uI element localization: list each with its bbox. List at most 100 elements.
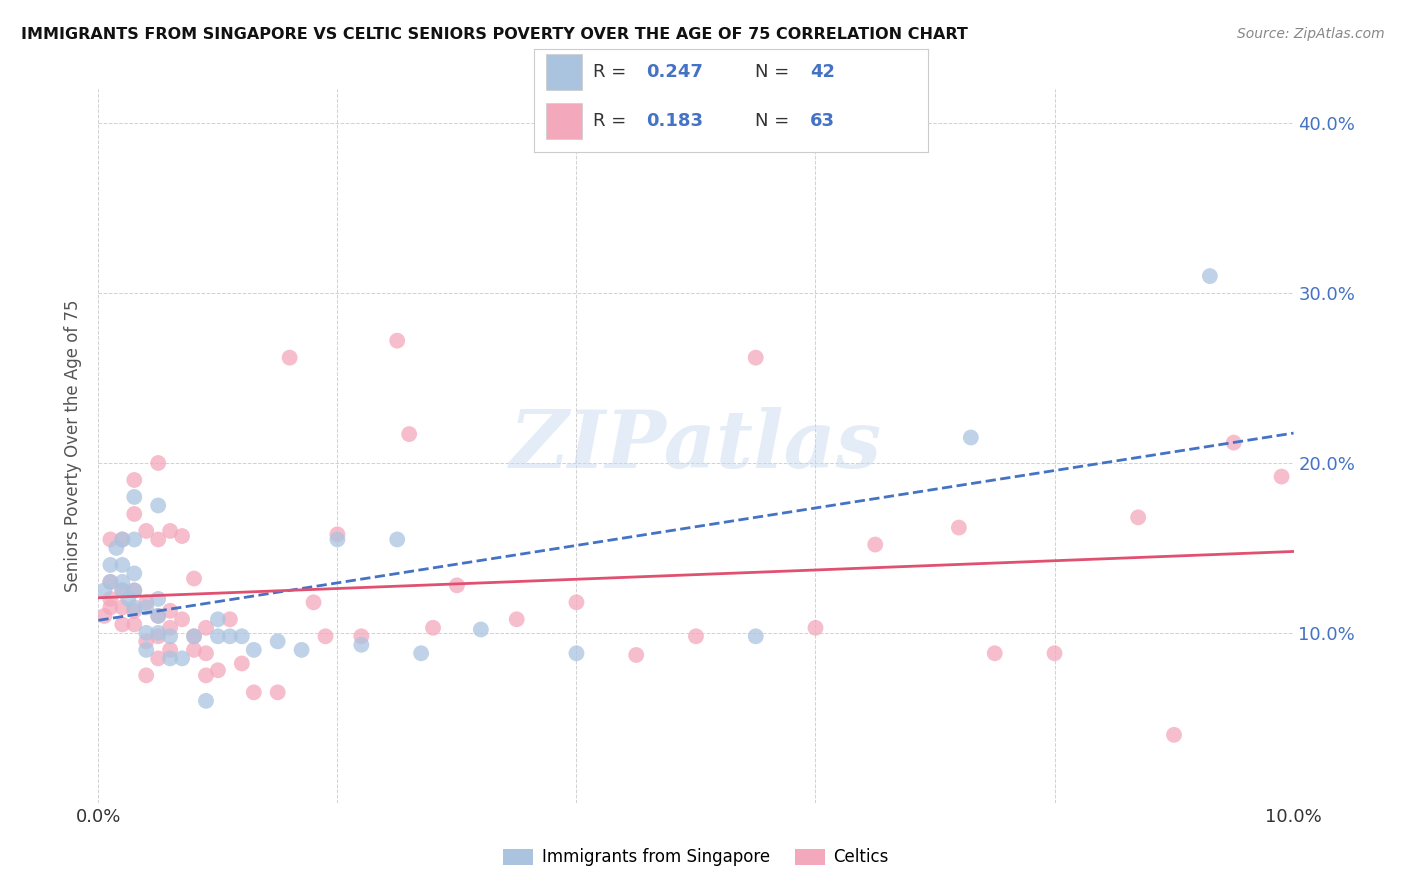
Point bbox=[124, 583, 146, 598]
Point bbox=[267, 685, 290, 699]
Point bbox=[124, 507, 146, 521]
Point bbox=[111, 617, 134, 632]
Point bbox=[148, 499, 170, 513]
Point bbox=[1128, 510, 1150, 524]
Text: R =: R = bbox=[593, 112, 633, 130]
Point bbox=[398, 427, 420, 442]
Point bbox=[111, 600, 134, 615]
Point bbox=[135, 600, 157, 615]
Point bbox=[1043, 646, 1066, 660]
Text: IMMIGRANTS FROM SINGAPORE VS CELTIC SENIORS POVERTY OVER THE AGE OF 75 CORRELATI: IMMIGRANTS FROM SINGAPORE VS CELTIC SENI… bbox=[21, 27, 967, 42]
Point bbox=[135, 668, 157, 682]
Point bbox=[98, 574, 122, 589]
Point bbox=[626, 648, 648, 662]
Point bbox=[350, 638, 373, 652]
Point bbox=[960, 430, 983, 444]
Point bbox=[172, 651, 194, 665]
Point bbox=[685, 629, 707, 643]
Point bbox=[148, 629, 170, 643]
Point bbox=[385, 334, 409, 348]
Y-axis label: Seniors Poverty Over the Age of 75: Seniors Poverty Over the Age of 75 bbox=[65, 300, 83, 592]
Point bbox=[159, 621, 181, 635]
Text: 0.183: 0.183 bbox=[647, 112, 703, 130]
Point bbox=[506, 612, 529, 626]
Point bbox=[135, 643, 157, 657]
Point bbox=[135, 634, 157, 648]
Point bbox=[111, 574, 134, 589]
Point bbox=[111, 583, 134, 598]
Point bbox=[984, 646, 1007, 660]
Text: Source: ZipAtlas.com: Source: ZipAtlas.com bbox=[1237, 27, 1385, 41]
Point bbox=[183, 643, 205, 657]
Text: 42: 42 bbox=[810, 63, 835, 81]
Point bbox=[278, 351, 301, 365]
Point bbox=[195, 646, 218, 660]
Point bbox=[148, 651, 170, 665]
Point bbox=[948, 520, 970, 534]
Text: ZIPatlas: ZIPatlas bbox=[510, 408, 882, 484]
Point bbox=[291, 643, 314, 657]
Point bbox=[183, 629, 205, 643]
Point bbox=[422, 621, 444, 635]
Point bbox=[117, 591, 139, 606]
Legend: Immigrants from Singapore, Celtics: Immigrants from Singapore, Celtics bbox=[496, 842, 896, 873]
Point bbox=[93, 608, 115, 623]
Point bbox=[804, 621, 827, 635]
Point bbox=[183, 572, 205, 586]
Point bbox=[148, 626, 170, 640]
Point bbox=[111, 533, 134, 547]
Point bbox=[111, 533, 134, 547]
Point bbox=[195, 694, 218, 708]
Point bbox=[148, 608, 170, 623]
Point bbox=[195, 621, 218, 635]
Point bbox=[207, 663, 229, 677]
Point bbox=[1271, 469, 1294, 483]
Point bbox=[124, 533, 146, 547]
Point bbox=[111, 583, 134, 598]
Point bbox=[111, 558, 134, 572]
Point bbox=[93, 583, 115, 598]
Point bbox=[470, 623, 492, 637]
Text: N =: N = bbox=[755, 63, 794, 81]
Point bbox=[148, 608, 170, 623]
Point bbox=[1163, 728, 1185, 742]
Point bbox=[207, 612, 229, 626]
Point bbox=[219, 612, 242, 626]
Point bbox=[745, 629, 768, 643]
Text: 0.247: 0.247 bbox=[647, 63, 703, 81]
Point bbox=[350, 629, 373, 643]
Point bbox=[865, 537, 887, 551]
Point bbox=[98, 558, 122, 572]
Point bbox=[446, 578, 468, 592]
Point bbox=[565, 646, 588, 660]
Point bbox=[124, 600, 146, 615]
Point bbox=[315, 629, 337, 643]
Point bbox=[135, 524, 157, 538]
Bar bbox=[546, 54, 582, 90]
Point bbox=[98, 600, 122, 615]
Point bbox=[124, 566, 146, 581]
Point bbox=[159, 629, 181, 643]
Point bbox=[98, 574, 122, 589]
Text: N =: N = bbox=[755, 112, 794, 130]
Point bbox=[98, 533, 122, 547]
Point bbox=[243, 685, 266, 699]
Point bbox=[159, 651, 181, 665]
Point bbox=[148, 456, 170, 470]
Point bbox=[159, 524, 181, 538]
Point bbox=[243, 643, 266, 657]
Point bbox=[411, 646, 433, 660]
Point bbox=[326, 533, 349, 547]
Text: R =: R = bbox=[593, 63, 633, 81]
Bar bbox=[546, 103, 582, 139]
Point bbox=[124, 473, 146, 487]
Point bbox=[98, 591, 122, 606]
Point bbox=[124, 583, 146, 598]
Point bbox=[1199, 269, 1222, 284]
Point bbox=[148, 591, 170, 606]
Point bbox=[195, 668, 218, 682]
Point bbox=[159, 643, 181, 657]
Point bbox=[231, 629, 253, 643]
Point bbox=[219, 629, 242, 643]
Point bbox=[183, 629, 205, 643]
